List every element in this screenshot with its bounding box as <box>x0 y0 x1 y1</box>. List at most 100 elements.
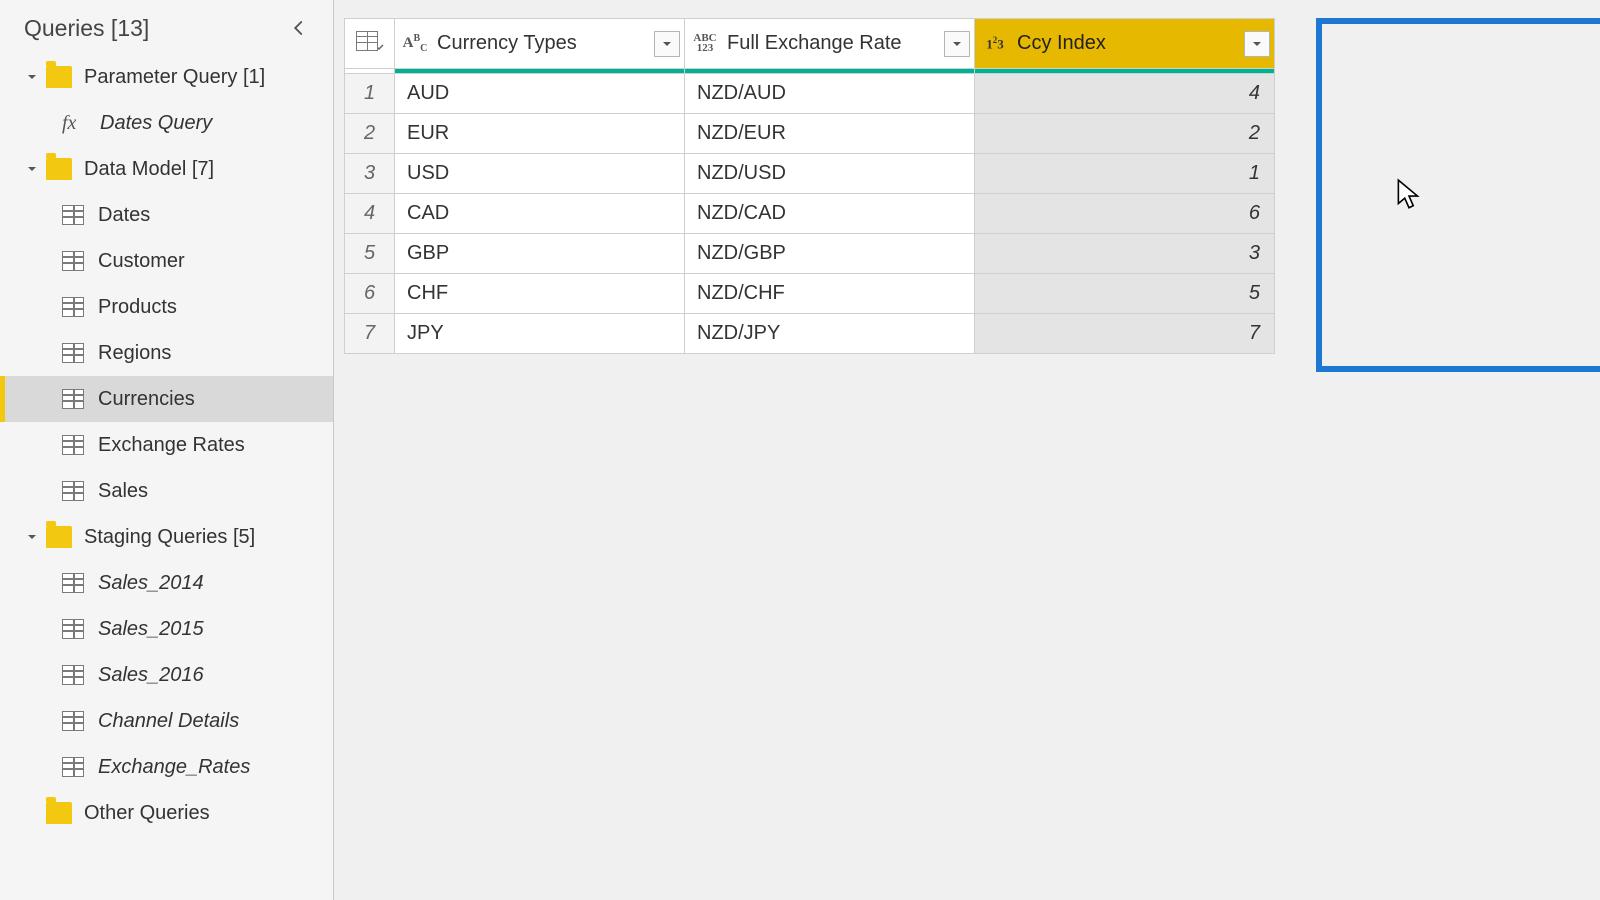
table-icon <box>62 297 84 317</box>
highlight-annotation <box>1316 18 1600 372</box>
cell[interactable]: CAD <box>395 194 685 234</box>
folder-icon <box>46 802 72 824</box>
query-item-label: Exchange_Rates <box>98 756 250 779</box>
column-name: Ccy Index <box>1015 32 1244 55</box>
any-type-icon[interactable]: ABC123 <box>685 34 725 54</box>
row-number[interactable]: 1 <box>345 74 395 114</box>
table-icon <box>356 31 378 51</box>
row-number[interactable]: 2 <box>345 114 395 154</box>
column-header[interactable]: ABCCurrency Types <box>395 19 685 69</box>
query-item[interactable]: Customer <box>0 238 333 284</box>
query-item[interactable]: Currencies <box>0 376 333 422</box>
query-item-label: Dates <box>98 204 150 227</box>
cell[interactable]: 4 <box>975 74 1275 114</box>
query-item[interactable]: Exchange Rates <box>0 422 333 468</box>
cell[interactable]: CHF <box>395 274 685 314</box>
query-item-label: Sales <box>98 480 148 503</box>
table-icon <box>62 481 84 501</box>
expand-caret-icon[interactable] <box>24 71 40 83</box>
cell[interactable]: NZD/CHF <box>685 274 975 314</box>
row-number[interactable]: 6 <box>345 274 395 314</box>
text-type-icon[interactable]: ABC <box>395 34 435 54</box>
cell[interactable]: NZD/USD <box>685 154 975 194</box>
function-icon: fx <box>62 112 88 135</box>
table-row[interactable]: 7JPYNZD/JPY7 <box>345 314 1275 354</box>
column-header[interactable]: 123Ccy Index <box>975 19 1275 69</box>
row-number[interactable]: 3 <box>345 154 395 194</box>
query-item-label: Regions <box>98 342 171 365</box>
expand-caret-icon[interactable] <box>24 163 40 175</box>
collapse-sidebar-icon[interactable] <box>285 14 313 42</box>
queries-tree: Parameter Query [1] fx Dates Query Data Mod… <box>0 54 333 836</box>
queries-sidebar: Queries [13] Parameter Query [1]fxDates … <box>0 0 334 900</box>
cell[interactable]: NZD/GBP <box>685 234 975 274</box>
group-label: Data Model [7] <box>84 158 214 181</box>
column-filter-dropdown[interactable] <box>944 31 970 57</box>
cell[interactable]: NZD/JPY <box>685 314 975 354</box>
table-row[interactable]: 6CHFNZD/CHF5 <box>345 274 1275 314</box>
table-icon <box>62 711 84 731</box>
query-item[interactable]: Sales_2016 <box>0 652 333 698</box>
query-item-label: Products <box>98 296 177 319</box>
cell[interactable]: USD <box>395 154 685 194</box>
column-name: Full Exchange Rate <box>725 32 944 55</box>
query-item-label: Channel Details <box>98 710 239 733</box>
query-group[interactable]: Other Queries <box>0 790 333 836</box>
table-icon <box>62 573 84 593</box>
query-group[interactable]: Staging Queries [5] <box>0 514 333 560</box>
select-all-corner[interactable] <box>345 19 395 69</box>
column-filter-dropdown[interactable] <box>654 31 680 57</box>
number-type-icon[interactable]: 123 <box>975 36 1015 50</box>
cell[interactable]: 3 <box>975 234 1275 274</box>
query-item-label: Dates Query <box>100 112 212 135</box>
query-item[interactable]: Exchange_Rates <box>0 744 333 790</box>
query-item[interactable]: Dates <box>0 192 333 238</box>
query-item-label: Currencies <box>98 388 195 411</box>
cell[interactable]: NZD/CAD <box>685 194 975 234</box>
query-item[interactable]: Sales <box>0 468 333 514</box>
query-item[interactable]: Sales_2015 <box>0 606 333 652</box>
cell[interactable]: 2 <box>975 114 1275 154</box>
table-row[interactable]: 3USDNZD/USD1 <box>345 154 1275 194</box>
cell[interactable]: JPY <box>395 314 685 354</box>
table-row[interactable]: 4CADNZD/CAD6 <box>345 194 1275 234</box>
table-icon <box>62 251 84 271</box>
query-item-label: Sales_2016 <box>98 664 204 687</box>
query-item-label: Exchange Rates <box>98 434 245 457</box>
cell[interactable]: 7 <box>975 314 1275 354</box>
cell[interactable]: 1 <box>975 154 1275 194</box>
data-grid: ABCCurrency TypesABC123Full Exchange Rat… <box>344 18 1275 354</box>
query-item[interactable]: fx Dates Query <box>0 100 333 146</box>
query-item[interactable]: Regions <box>0 330 333 376</box>
query-group[interactable]: Data Model [7] <box>0 146 333 192</box>
cell[interactable]: 5 <box>975 274 1275 314</box>
folder-icon <box>46 526 72 548</box>
query-group[interactable]: Parameter Query [1] <box>0 54 333 100</box>
row-number[interactable]: 4 <box>345 194 395 234</box>
query-item-label: Customer <box>98 250 185 273</box>
query-item[interactable]: Sales_2014 <box>0 560 333 606</box>
cell[interactable]: NZD/AUD <box>685 74 975 114</box>
query-item[interactable]: Channel Details <box>0 698 333 744</box>
table-icon <box>62 435 84 455</box>
query-item[interactable]: Products <box>0 284 333 330</box>
cell[interactable]: NZD/EUR <box>685 114 975 154</box>
table-icon <box>62 205 84 225</box>
table-row[interactable]: 5GBPNZD/GBP3 <box>345 234 1275 274</box>
column-header[interactable]: ABC123Full Exchange Rate <box>685 19 975 69</box>
cell[interactable]: EUR <box>395 114 685 154</box>
expand-caret-icon[interactable] <box>24 531 40 543</box>
row-number[interactable]: 7 <box>345 314 395 354</box>
table-row[interactable]: 2EURNZD/EUR2 <box>345 114 1275 154</box>
query-item-label: Sales_2015 <box>98 618 204 641</box>
column-name: Currency Types <box>435 32 654 55</box>
cell[interactable]: AUD <box>395 74 685 114</box>
row-number[interactable]: 5 <box>345 234 395 274</box>
column-filter-dropdown[interactable] <box>1244 31 1270 57</box>
cell[interactable]: 6 <box>975 194 1275 234</box>
cell[interactable]: GBP <box>395 234 685 274</box>
table-row[interactable]: 1AUDNZD/AUD4 <box>345 74 1275 114</box>
table-icon <box>62 619 84 639</box>
table-icon <box>62 665 84 685</box>
group-label: Staging Queries [5] <box>84 526 255 549</box>
